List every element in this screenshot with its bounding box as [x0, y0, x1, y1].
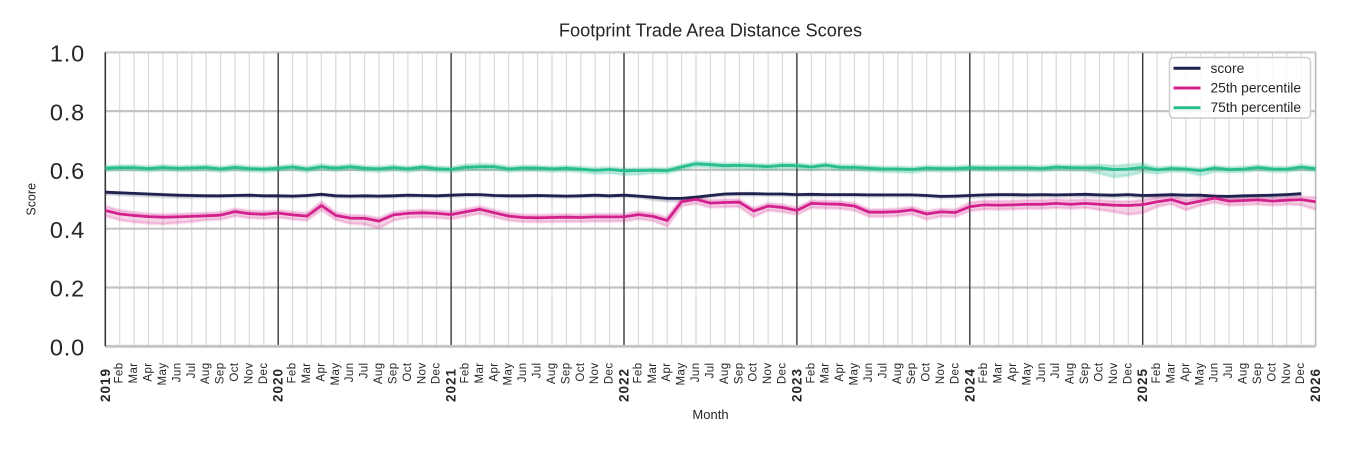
svg-text:2026: 2026 — [1308, 368, 1323, 402]
svg-text:Mar: Mar — [647, 363, 659, 384]
svg-text:Dec: Dec — [777, 363, 789, 385]
svg-text:Feb: Feb — [632, 363, 644, 384]
svg-text:May: May — [849, 363, 861, 386]
svg-text:Month: Month — [692, 407, 728, 422]
svg-text:May: May — [157, 363, 169, 386]
svg-text:Aug: Aug — [719, 363, 731, 385]
svg-text:Nov: Nov — [589, 363, 601, 385]
svg-text:75th percentile: 75th percentile — [1211, 100, 1302, 115]
svg-text:Nov: Nov — [935, 363, 947, 385]
svg-text:0.2: 0.2 — [50, 276, 85, 302]
svg-text:Jul: Jul — [704, 363, 716, 379]
svg-text:Jul: Jul — [186, 363, 198, 379]
svg-text:2022: 2022 — [617, 368, 632, 402]
svg-text:Jul: Jul — [532, 363, 544, 379]
svg-text:Nov: Nov — [416, 363, 428, 385]
svg-text:2019: 2019 — [98, 368, 113, 402]
svg-text:Oct: Oct — [748, 362, 760, 381]
svg-text:Apr: Apr — [1007, 363, 1019, 382]
svg-text:1.0: 1.0 — [50, 41, 85, 67]
svg-text:Dec: Dec — [604, 363, 616, 385]
svg-text:Apr: Apr — [315, 363, 327, 382]
svg-text:Apr: Apr — [143, 363, 155, 382]
svg-text:Jul: Jul — [877, 363, 889, 379]
svg-text:May: May — [330, 363, 342, 386]
svg-text:Jun: Jun — [1036, 363, 1048, 383]
svg-text:score: score — [1211, 61, 1245, 76]
svg-text:Footprint Trade Area Distance: Footprint Trade Area Distance Scores — [559, 20, 862, 40]
svg-text:Sep: Sep — [733, 363, 745, 385]
svg-text:Dec: Dec — [258, 363, 270, 385]
svg-text:Jun: Jun — [1209, 363, 1221, 383]
svg-text:2020: 2020 — [271, 368, 286, 402]
svg-text:0.6: 0.6 — [50, 158, 85, 184]
svg-text:2023: 2023 — [789, 368, 804, 402]
svg-text:Jul: Jul — [1050, 363, 1062, 379]
svg-text:Mar: Mar — [301, 363, 313, 384]
svg-text:Feb: Feb — [1151, 363, 1163, 384]
svg-text:Apr: Apr — [488, 363, 500, 382]
svg-text:Oct: Oct — [1266, 362, 1278, 381]
svg-text:Dec: Dec — [1295, 363, 1307, 385]
svg-text:Apr: Apr — [1180, 363, 1192, 382]
svg-text:Jun: Jun — [171, 363, 183, 383]
svg-text:Nov: Nov — [1281, 363, 1293, 385]
svg-text:Oct: Oct — [575, 362, 587, 381]
svg-text:25th percentile: 25th percentile — [1211, 81, 1302, 96]
svg-text:0.8: 0.8 — [50, 99, 85, 125]
svg-text:Jul: Jul — [1223, 363, 1235, 379]
svg-text:Sep: Sep — [906, 363, 918, 385]
svg-text:Feb: Feb — [114, 363, 126, 384]
svg-text:Feb: Feb — [805, 363, 817, 384]
svg-text:Oct: Oct — [402, 362, 414, 381]
svg-text:Oct: Oct — [921, 362, 933, 381]
svg-text:Feb: Feb — [978, 363, 990, 384]
svg-text:Jun: Jun — [863, 363, 875, 383]
svg-text:Aug: Aug — [1065, 363, 1077, 385]
svg-text:2024: 2024 — [962, 368, 977, 402]
svg-text:Mar: Mar — [1166, 363, 1178, 384]
svg-text:Nov: Nov — [1108, 363, 1120, 385]
svg-text:0.0: 0.0 — [50, 335, 85, 361]
svg-text:Oct: Oct — [1094, 362, 1106, 381]
svg-text:Sep: Sep — [560, 363, 572, 385]
svg-text:Mar: Mar — [474, 363, 486, 384]
svg-text:May: May — [676, 363, 688, 386]
svg-text:May: May — [503, 363, 515, 386]
svg-text:Sep: Sep — [1252, 363, 1264, 385]
svg-text:Aug: Aug — [892, 363, 904, 385]
svg-text:Sep: Sep — [388, 363, 400, 385]
svg-text:Sep: Sep — [215, 363, 227, 385]
svg-text:Aug: Aug — [1238, 363, 1250, 385]
svg-text:Dec: Dec — [1122, 363, 1134, 385]
svg-text:2021: 2021 — [444, 368, 459, 402]
svg-text:Nov: Nov — [243, 363, 255, 385]
svg-text:Nov: Nov — [762, 363, 774, 385]
svg-text:Mar: Mar — [820, 363, 832, 384]
svg-text:Dec: Dec — [949, 363, 961, 385]
svg-text:May: May — [1021, 363, 1033, 386]
svg-text:Apr: Apr — [661, 363, 673, 382]
svg-text:Sep: Sep — [1079, 363, 1091, 385]
svg-text:Score: Score — [24, 183, 38, 216]
svg-text:Aug: Aug — [546, 363, 558, 385]
svg-text:Mar: Mar — [993, 363, 1005, 384]
svg-text:Mar: Mar — [128, 363, 140, 384]
svg-text:2025: 2025 — [1135, 368, 1150, 402]
svg-text:May: May — [1194, 363, 1206, 386]
svg-text:Feb: Feb — [460, 363, 472, 384]
svg-text:0.4: 0.4 — [50, 217, 85, 243]
svg-text:Feb: Feb — [287, 363, 299, 384]
svg-text:Jun: Jun — [344, 363, 356, 383]
svg-text:Apr: Apr — [834, 363, 846, 382]
svg-text:Dec: Dec — [431, 363, 443, 385]
svg-text:Jun: Jun — [690, 363, 702, 383]
svg-text:Oct: Oct — [229, 362, 241, 381]
svg-text:Aug: Aug — [373, 363, 385, 385]
svg-text:Jul: Jul — [359, 363, 371, 379]
svg-text:Aug: Aug — [200, 363, 212, 385]
svg-text:Jun: Jun — [517, 363, 529, 383]
